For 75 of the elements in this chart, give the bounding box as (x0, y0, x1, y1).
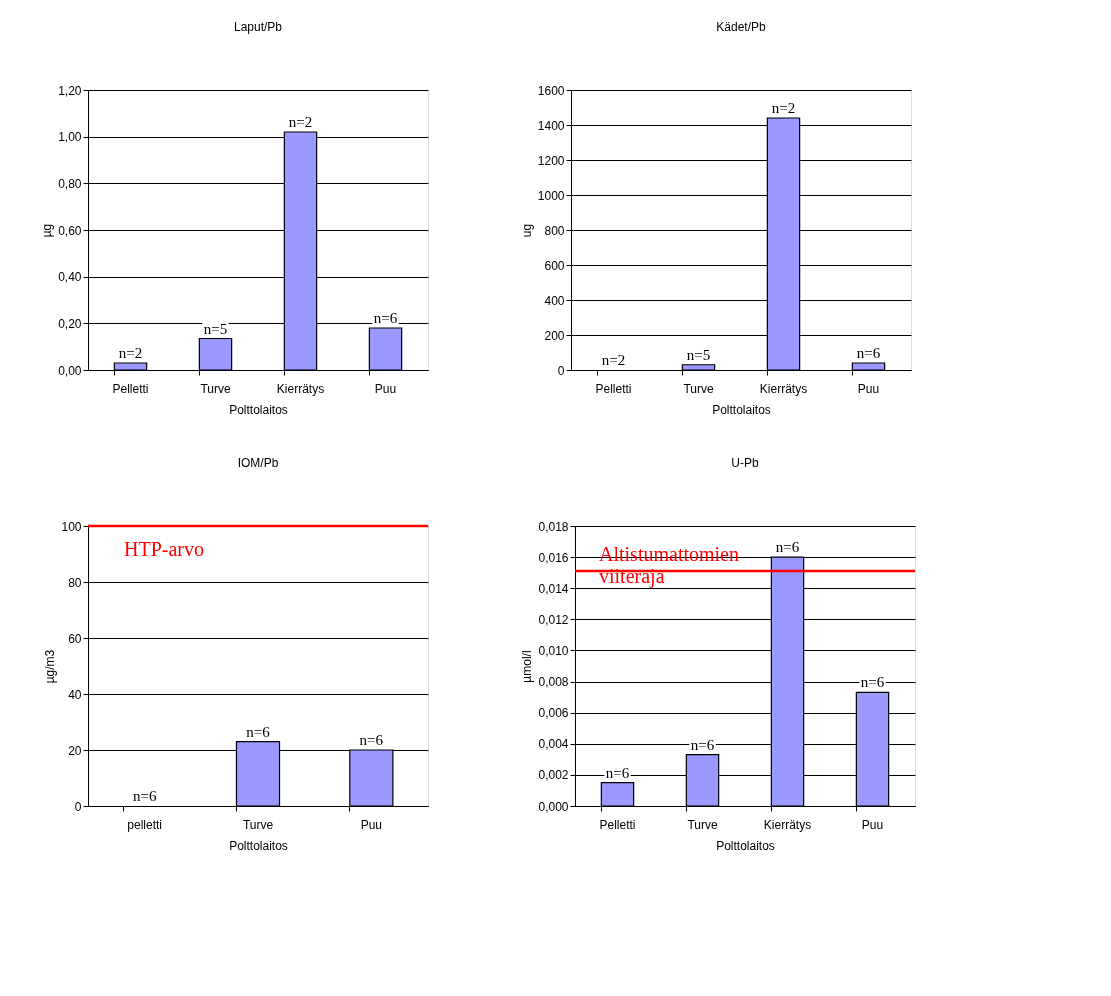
chart-title: U-Pb (731, 456, 759, 470)
y-tick-label: 1,20 (58, 83, 82, 98)
y-tick-label: 0,002 (538, 768, 569, 783)
x-tick-label: Turve (687, 817, 718, 832)
y-tick-label: 1,00 (58, 130, 82, 145)
annotation: n=6 (605, 764, 630, 781)
y-tick-label: 0,80 (58, 176, 82, 191)
x-tick-label: Turve (242, 817, 274, 832)
y-tick-label: 0,006 (538, 706, 569, 721)
y-axis-title: µg/m3 (43, 649, 58, 684)
annotation: n=2 (601, 352, 626, 368)
x-axis-title: Polttolaitos (712, 402, 771, 417)
y-tick-label: 0,004 (538, 737, 569, 752)
y-axis-title: µg (40, 223, 55, 238)
y-axis-title: µmol/l (520, 650, 535, 683)
annotation: n=2 (118, 345, 143, 361)
y-tick-label: 0,010 (538, 643, 569, 658)
x-tick-label: Kierrätys (763, 817, 812, 832)
y-tick-label: 100 (61, 519, 82, 534)
y-tick-label: 0,014 (538, 581, 569, 596)
y-tick-label: 0,000 (538, 799, 569, 814)
x-tick-label: Kierrätys (759, 381, 808, 396)
y-tick-label: 400 (544, 293, 565, 308)
annotation: n=6 (373, 310, 398, 326)
y-tick-label: 1200 (537, 153, 565, 168)
x-tick-label: Puu (861, 817, 884, 832)
y-tick-label: 0,60 (58, 223, 82, 238)
y-tick-label: 0,40 (58, 270, 82, 285)
y-tick-label: 1000 (537, 188, 565, 203)
x-tick-label: Turve (683, 381, 714, 396)
x-tick-label: Turve (200, 381, 231, 396)
x-tick-label: pelletti (127, 817, 163, 832)
y-tick-label: 1600 (537, 83, 565, 98)
y-tick-label: 0,018 (538, 519, 569, 534)
x-tick-label: Puu (360, 817, 383, 832)
annotation: n=6 (775, 539, 800, 556)
annotation: n=6 (246, 723, 271, 740)
y-axis-title: ug (519, 223, 534, 238)
annotation: n=2 (771, 100, 796, 116)
annotation: n=5 (203, 320, 228, 337)
x-tick-label: Puu (857, 381, 880, 396)
x-axis-title: Polttolaitos (229, 838, 288, 853)
y-tick-label: 60 (68, 631, 82, 646)
y-tick-label: 40 (68, 687, 82, 702)
annotation: n=5 (686, 346, 711, 363)
annotation: n=6 (690, 736, 715, 753)
ref-line-label: HTP-arvo (124, 538, 204, 560)
y-tick-label: 600 (544, 258, 565, 273)
y-tick-label: 200 (544, 328, 565, 343)
y-tick-label: 20 (68, 743, 82, 758)
y-tick-label: 0,016 (538, 550, 569, 565)
annotation: n=6 (860, 674, 885, 691)
y-tick-label: 80 (68, 575, 82, 590)
y-tick-label: 0 (557, 363, 565, 378)
y-tick-label: 0,012 (538, 612, 569, 627)
y-tick-label: 0,00 (58, 363, 82, 378)
x-tick-label: Pelletti (599, 817, 636, 832)
x-axis-title: Polttolaitos (716, 838, 775, 853)
x-axis-title: Polttolaitos (229, 402, 288, 417)
chart-title: Laput/Pb (233, 20, 283, 34)
y-tick-label: 1400 (537, 118, 565, 133)
annotation: n=6 (856, 345, 881, 361)
annotation: n=6 (359, 732, 384, 748)
y-tick-label: 0,20 (58, 316, 82, 331)
y-tick-label: 0 (74, 799, 82, 814)
chart-title: Kädet/Pb (716, 20, 767, 34)
x-tick-label: Pelletti (112, 381, 149, 396)
x-tick-label: Kierrätys (276, 381, 325, 396)
chart-title: IOM/Pb (237, 456, 279, 470)
y-tick-label: 0,008 (538, 675, 569, 690)
x-tick-label: Pelletti (595, 381, 632, 396)
y-tick-label: 800 (544, 223, 565, 238)
x-tick-label: Puu (374, 381, 397, 396)
annotation: n=6 (132, 788, 157, 804)
annotation: n=2 (288, 114, 313, 130)
